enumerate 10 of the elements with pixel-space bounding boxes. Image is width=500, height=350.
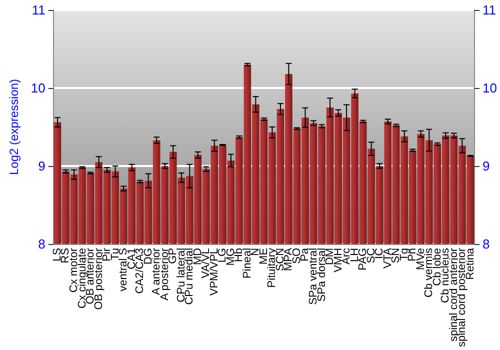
y2-tick-label: 8 bbox=[482, 236, 490, 252]
y-tick-label: 11 bbox=[32, 2, 46, 18]
x-tick-label: Tg bbox=[398, 248, 410, 261]
y-tick-label: 10 bbox=[30, 80, 46, 96]
y2-tick-label: 9 bbox=[482, 158, 490, 174]
y-tick-label: 9 bbox=[38, 158, 46, 174]
y2-tick-label: 11 bbox=[482, 2, 496, 18]
y-tick-label: 8 bbox=[38, 236, 46, 252]
y2-tick-label: 10 bbox=[482, 80, 498, 96]
y-axis-title: Log2 (expression) bbox=[7, 78, 21, 176]
